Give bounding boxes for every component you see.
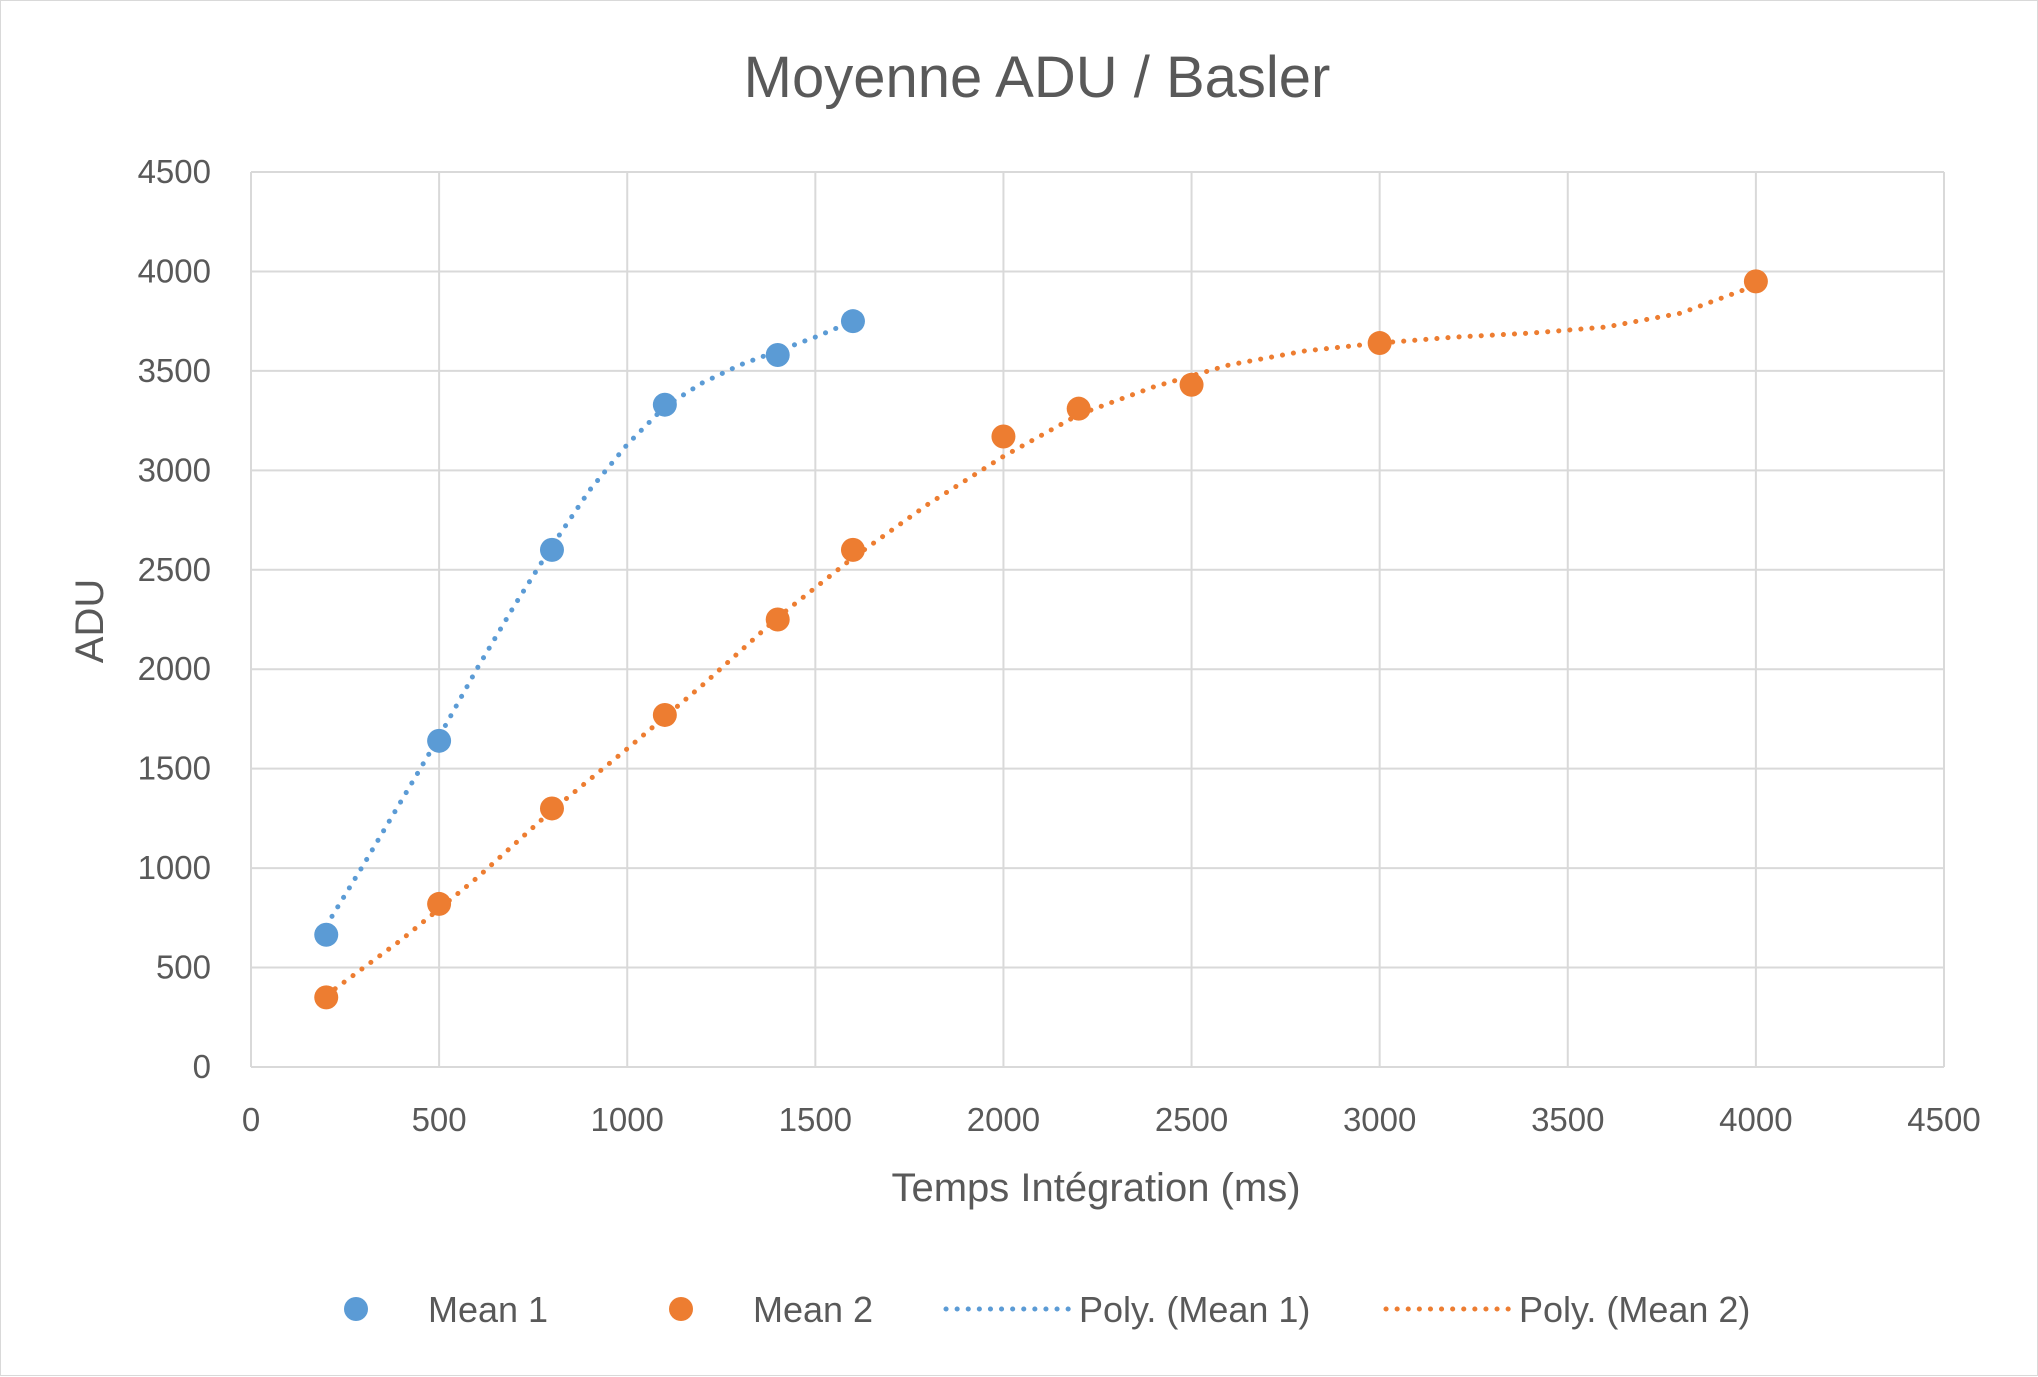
trendline-series-1 (323, 318, 856, 929)
x-tick-label: 4000 (1719, 1101, 1792, 1138)
x-tick-label: 1000 (591, 1101, 664, 1138)
trendlines (323, 282, 1759, 998)
x-tick-label: 2500 (1155, 1101, 1228, 1138)
x-axis-label: Temps Intégration (ms) (891, 1166, 1300, 1210)
y-tick-label: 2500 (138, 551, 211, 588)
data-point-series-2 (1367, 331, 1392, 356)
chart-title: Moyenne ADU / Basler (744, 45, 1331, 110)
legend: Mean 1 Mean 2 Poly. (Mean 1) Poly. (Mean 2) (344, 1289, 1750, 1330)
x-tick-label: 0 (242, 1101, 260, 1138)
data-point-series-1 (314, 922, 339, 947)
legend-label: Poly. (Mean 1) (1079, 1289, 1310, 1330)
grid (250, 171, 1945, 1068)
x-tick-label: 1500 (779, 1101, 852, 1138)
data-point-series-1 (539, 537, 564, 562)
data-point-series-1 (427, 728, 452, 753)
data-point-series-2 (1066, 396, 1091, 421)
x-tick-label: 3000 (1343, 1101, 1416, 1138)
y-tick-label: 3000 (138, 451, 211, 488)
y-tick-label: 500 (156, 949, 211, 986)
data-point-series-2 (652, 702, 677, 727)
data-point-series-2 (314, 985, 339, 1010)
data-point-series-2 (539, 796, 564, 821)
y-tick-label: 2000 (138, 650, 211, 687)
data-point-series-2 (991, 424, 1016, 449)
x-tick-label: 4500 (1907, 1101, 1980, 1138)
x-tick-labels: 0 500 1000 1500 2000 2500 3000 3500 4000 4500 (242, 1101, 1981, 1138)
data-point-series-2 (765, 607, 790, 632)
data-point-series-2 (427, 891, 452, 916)
data-point-series-2 (1743, 269, 1768, 294)
legend-label: Mean 1 (428, 1289, 548, 1330)
y-tick-label: 0 (193, 1048, 211, 1085)
y-tick-label: 1000 (138, 849, 211, 886)
data-point-series-2 (840, 537, 865, 562)
data-point-series-1 (765, 342, 790, 367)
data-points (314, 269, 1768, 1010)
y-tick-label: 4500 (138, 153, 211, 190)
y-axis-label: ADU (68, 579, 112, 663)
legend-label: Mean 2 (753, 1289, 873, 1330)
legend-marker-mean-1 (344, 1297, 368, 1321)
y-tick-labels: 0 500 1000 1500 2000 2500 3000 3500 4000 4500 (138, 153, 211, 1085)
y-tick-label: 1500 (138, 750, 211, 787)
trendline-series-2 (323, 282, 1759, 998)
x-tick-label: 3500 (1531, 1101, 1604, 1138)
data-point-series-1 (652, 392, 677, 417)
x-tick-label: 2000 (967, 1101, 1040, 1138)
y-tick-label: 3500 (138, 352, 211, 389)
data-point-series-2 (1179, 372, 1204, 397)
legend-label: Poly. (Mean 2) (1519, 1289, 1750, 1330)
y-tick-label: 4000 (138, 252, 211, 289)
legend-marker-mean-2 (669, 1297, 693, 1321)
x-tick-label: 500 (412, 1101, 467, 1138)
data-point-series-1 (840, 309, 865, 334)
